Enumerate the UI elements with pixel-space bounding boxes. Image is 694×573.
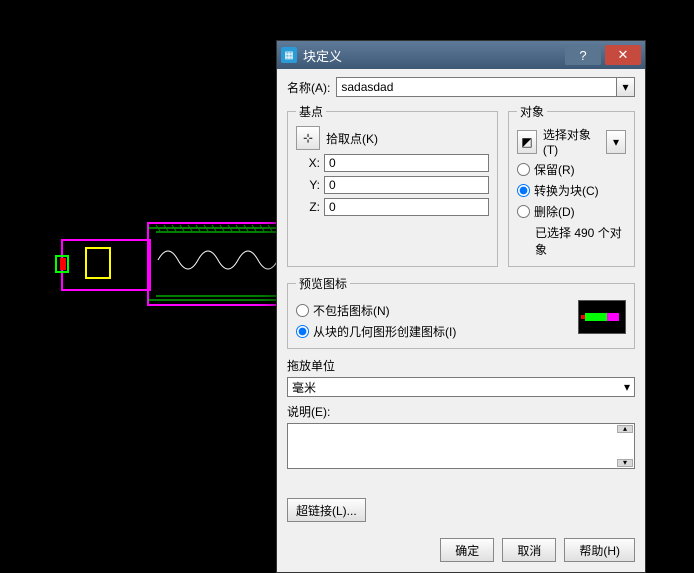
app-icon: ▦ bbox=[281, 47, 297, 63]
description-label: 说明(E): bbox=[287, 403, 635, 420]
delete-radio[interactable] bbox=[517, 205, 530, 218]
name-dropdown-arrow[interactable]: ▾ bbox=[617, 77, 635, 97]
preview-group: 预览图标 不包括图标(N) 从块的几何图形创建图标(I) bbox=[287, 275, 635, 349]
name-input[interactable] bbox=[336, 77, 617, 97]
units-value: 毫米 bbox=[292, 379, 316, 396]
x-input[interactable] bbox=[324, 154, 489, 172]
name-label: 名称(A): bbox=[287, 79, 330, 96]
preview-thumbnail bbox=[578, 300, 626, 334]
preview-none-label: 不包括图标(N) bbox=[313, 302, 390, 319]
window-title: 块定义 bbox=[303, 46, 342, 65]
delete-label: 删除(D) bbox=[534, 203, 575, 220]
retain-radio[interactable] bbox=[517, 163, 530, 176]
textarea-scrollbar[interactable]: ▴▾ bbox=[617, 425, 633, 467]
quick-select-button[interactable]: ▾ bbox=[606, 130, 626, 154]
convert-label: 转换为块(C) bbox=[534, 182, 599, 199]
z-label: Z: bbox=[296, 200, 320, 214]
close-button[interactable]: ✕ bbox=[605, 45, 641, 65]
help-button[interactable]: ? bbox=[565, 45, 601, 65]
x-label: X: bbox=[296, 156, 320, 170]
y-input[interactable] bbox=[324, 176, 489, 194]
preview-geom-label: 从块的几何图形创建图标(I) bbox=[313, 323, 456, 340]
basepoint-legend: 基点 bbox=[296, 103, 326, 120]
titlebar[interactable]: ▦ 块定义 ? ✕ bbox=[277, 41, 645, 69]
objects-group: 对象 ◩ 选择对象(T) ▾ 保留(R) 转换为块(C) 删除(D) 已选择 4… bbox=[508, 103, 635, 267]
select-objects-label: 选择对象(T) bbox=[543, 126, 594, 157]
chevron-down-icon: ▾ bbox=[624, 380, 630, 394]
help-footer-button[interactable]: 帮助(H) bbox=[564, 538, 635, 562]
preview-legend: 预览图标 bbox=[296, 275, 350, 292]
ok-button[interactable]: 确定 bbox=[440, 538, 494, 562]
basepoint-group: 基点 ⊹ 拾取点(K) X: Y: Z: bbox=[287, 103, 498, 267]
units-select[interactable]: 毫米 ▾ bbox=[287, 377, 635, 397]
convert-radio[interactable] bbox=[517, 184, 530, 197]
y-label: Y: bbox=[296, 178, 320, 192]
preview-none-radio[interactable] bbox=[296, 304, 309, 317]
units-label: 拖放单位 bbox=[287, 357, 635, 374]
pick-point-button[interactable]: ⊹ bbox=[296, 126, 320, 150]
objects-legend: 对象 bbox=[517, 103, 547, 120]
selection-status: 已选择 490 个对象 bbox=[535, 224, 626, 258]
pick-point-label: 拾取点(K) bbox=[326, 130, 378, 147]
hyperlink-button[interactable]: 超链接(L)... bbox=[287, 498, 366, 522]
block-definition-dialog: ▦ 块定义 ? ✕ 名称(A): ▾ 基点 ⊹ 拾取点(K) X: Y: Z: bbox=[276, 40, 646, 573]
preview-geom-radio[interactable] bbox=[296, 325, 309, 338]
description-textarea[interactable] bbox=[287, 423, 635, 469]
cancel-button[interactable]: 取消 bbox=[502, 538, 556, 562]
select-objects-button[interactable]: ◩ bbox=[517, 130, 537, 154]
z-input[interactable] bbox=[324, 198, 489, 216]
retain-label: 保留(R) bbox=[534, 161, 575, 178]
